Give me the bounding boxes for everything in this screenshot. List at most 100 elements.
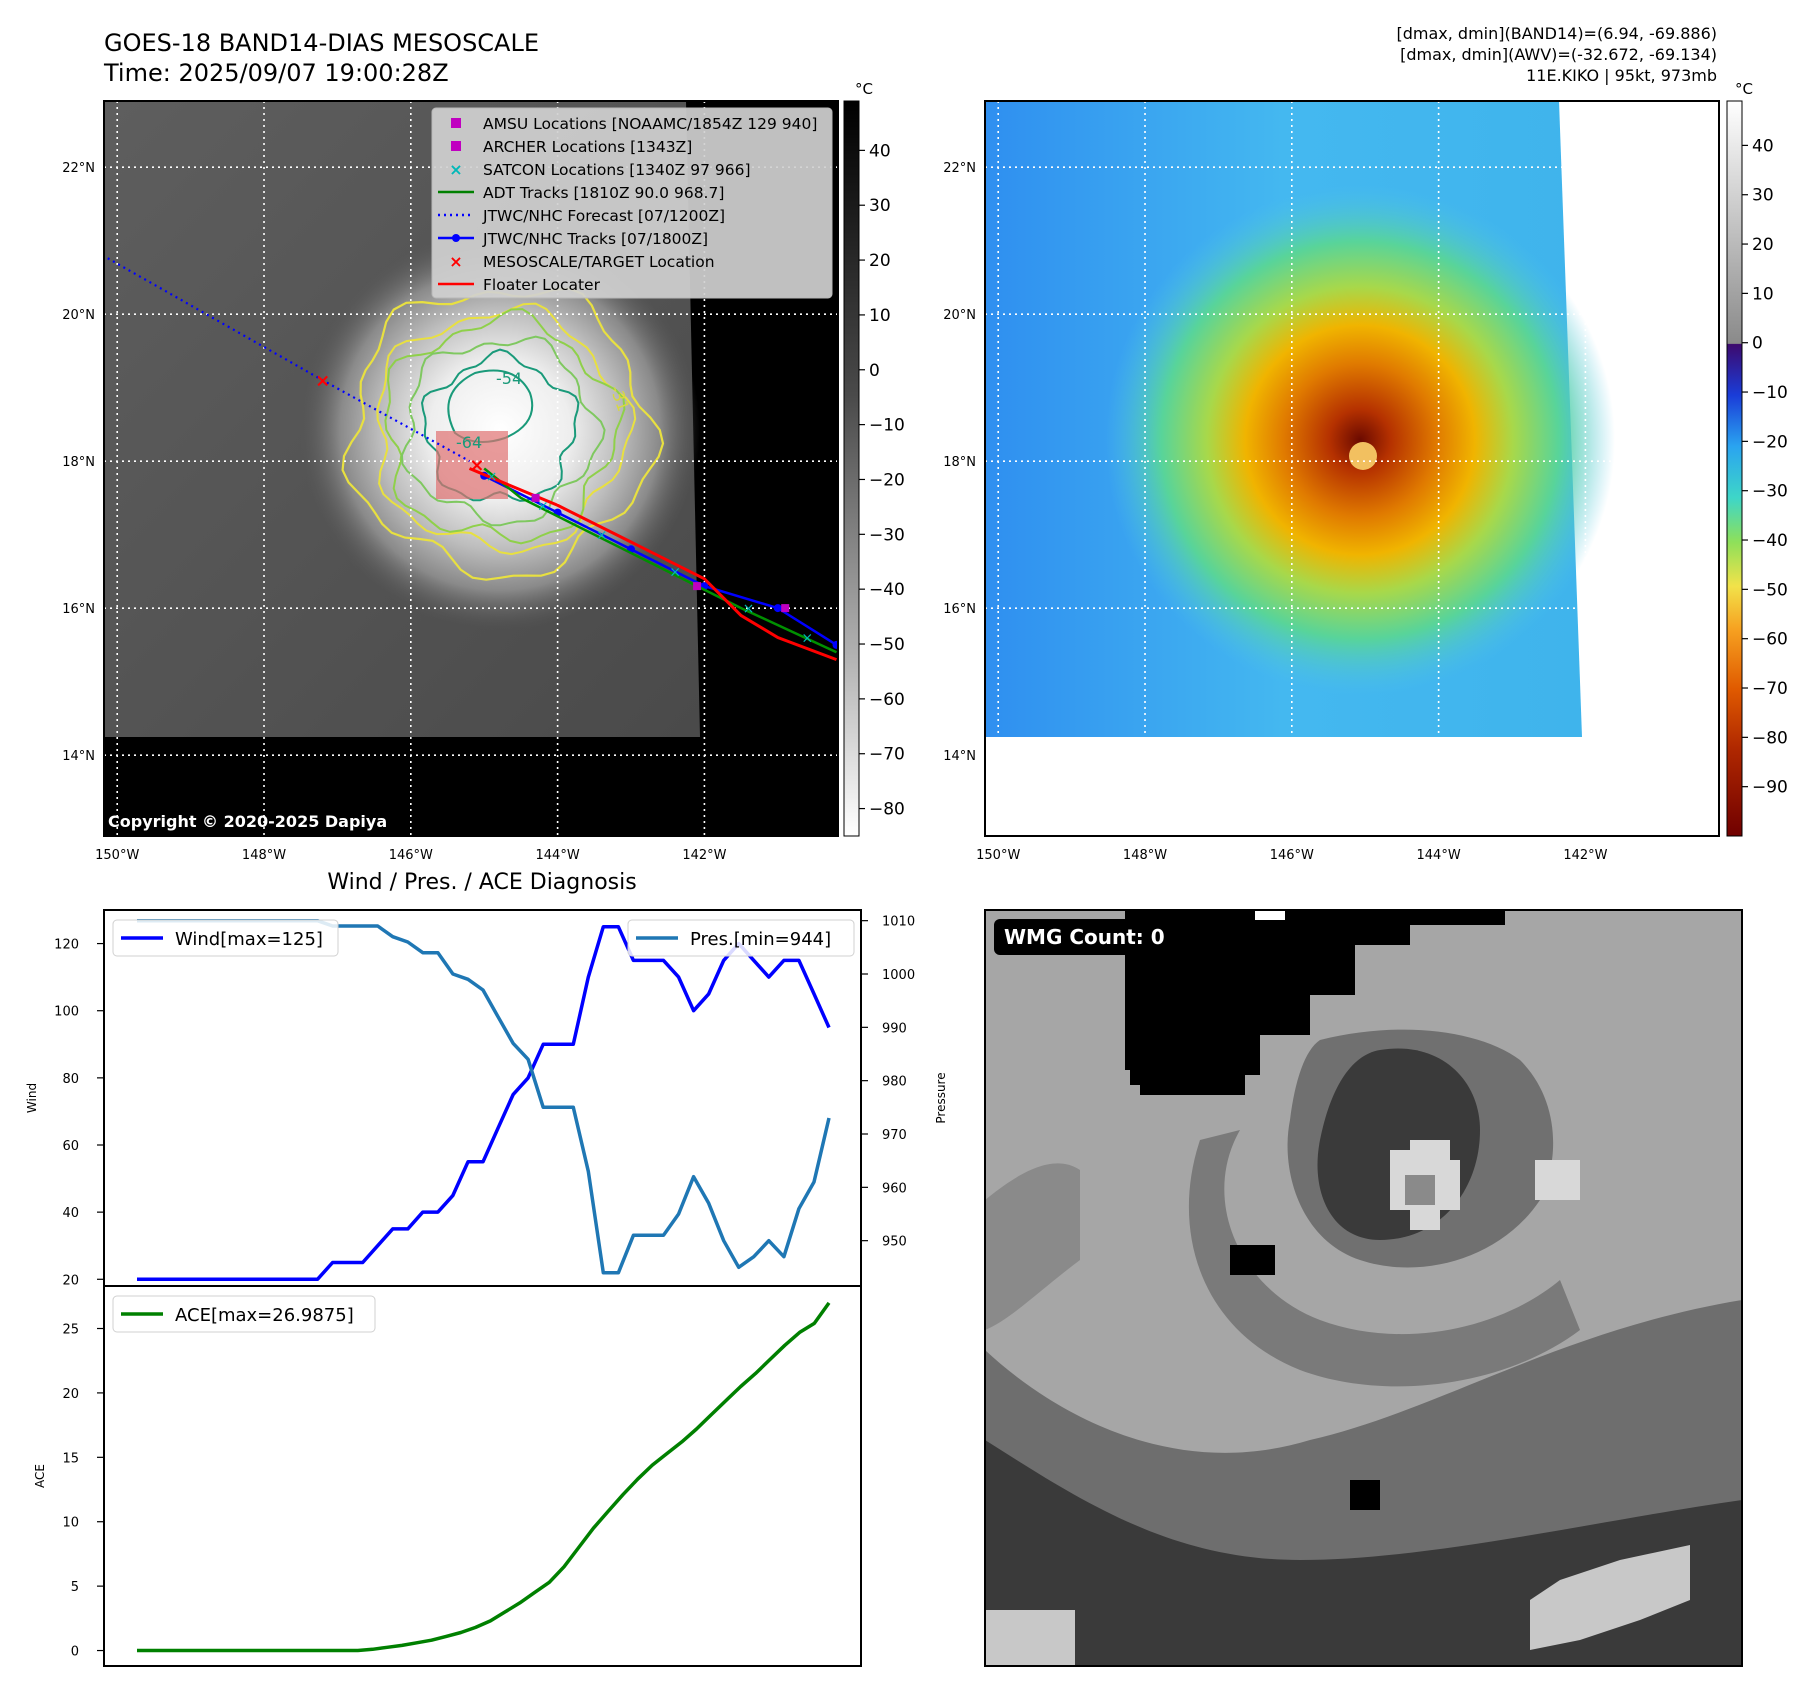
colorbar-tick-label: −50 [1752, 580, 1788, 600]
storm-eye [1349, 442, 1377, 470]
ace-panel: 0 5 10 15 20 25 ACE ACE[max=26.9875] [33, 1285, 862, 1667]
figure-time: Time: 2025/09/07 19:00:28Z [103, 59, 449, 87]
map1-lon-label: 146°W [389, 848, 433, 863]
colorbar-tick-label: −60 [869, 690, 905, 710]
wmg-dark-region [1125, 910, 1505, 1095]
contour-green-2 [400, 335, 606, 527]
pressure-axis-label: Pressure [934, 1072, 948, 1123]
wmg-dark-spot-1 [1230, 1245, 1275, 1275]
copyright-text: Copyright © 2020-2025 Dapiya [108, 812, 387, 831]
y-tick-label: 20 [62, 1273, 79, 1288]
map1-lat-label: 22°N [62, 161, 95, 176]
wind-legend-box [112, 919, 339, 957]
forecast-track-line [104, 254, 471, 463]
wind-legend: Wind[max=125] [112, 919, 339, 957]
legend-item-label: MESOSCALE/TARGET Location [483, 253, 715, 271]
wmg-bright-streak [1530, 1545, 1690, 1650]
contour-label-1: -54 [496, 369, 522, 388]
legend-item-label: ARCHER Locations [1343Z] [483, 138, 692, 156]
map-legend: AMSU Locations [NOAAMC/1854Z 129 940] ARC… [431, 107, 833, 299]
legend-item-label: ADT Tracks [1810Z 90.0 968.7] [483, 184, 724, 202]
legend-marker-x: × [449, 252, 462, 271]
jtwc-track-point [773, 604, 782, 613]
colorbar-tick-label: 40 [869, 141, 891, 161]
map1-lon-label: 142°W [682, 848, 726, 863]
wmg-bright-corner [985, 1610, 1075, 1666]
wmg-bright-spot [1535, 1160, 1580, 1200]
y2-tick-label: 990 [882, 1021, 907, 1036]
colorbar-tick-label: 10 [869, 306, 891, 326]
y2-tick-label: 970 [882, 1128, 907, 1143]
satcon-marker: × [537, 498, 549, 514]
wmg-label-box [994, 919, 1179, 955]
y-tick-label: 100 [54, 1005, 79, 1020]
y2-tick-label: 980 [882, 1075, 907, 1090]
colorbar-tick-label: −50 [869, 635, 905, 655]
color-colorbar-scale [1726, 100, 1743, 837]
ir-colorbar-scale [843, 100, 860, 837]
y-tick-label: 120 [54, 938, 79, 953]
map2-lon-label: 148°W [1123, 848, 1167, 863]
colorbar-tick-label: 10 [1752, 284, 1774, 304]
color-map-gridlines [985, 101, 1719, 836]
map2-lat-label: 14°N [943, 749, 976, 764]
wmg-left-patch [985, 1163, 1080, 1330]
ace-frame [103, 1285, 862, 1667]
colorbar-tick-label: −70 [1752, 679, 1788, 699]
ir-contours [341, 287, 665, 581]
diagnosis-title: Wind / Pres. / ACE Diagnosis [327, 870, 636, 895]
map2-lon-label: 150°W [976, 848, 1020, 863]
map2-lat-label: 18°N [943, 455, 976, 470]
ace-legend-box [112, 1295, 376, 1333]
ir-storm-cloud [300, 230, 700, 630]
legend-box [431, 107, 833, 299]
map2-lon-label: 146°W [1270, 848, 1314, 863]
y2-tick-label: 950 [882, 1235, 907, 1250]
amsu-marker [531, 493, 540, 502]
map1-lon-label: 144°W [536, 848, 580, 863]
y-tick-label: 15 [62, 1451, 79, 1466]
jtwc-track-point [832, 640, 838, 649]
wind-axis-label: Wind [25, 1083, 39, 1113]
color-map-panel [984, 100, 1720, 837]
colorbar-tick-label: −10 [869, 416, 905, 436]
colorbar-tick-label: 40 [1752, 136, 1774, 156]
ir-map-frame [103, 100, 839, 837]
y2-tick-label: 1000 [882, 968, 915, 983]
colorbar-tick-label: −30 [869, 525, 905, 545]
wmg-white-cell [1255, 910, 1285, 920]
legend-item-label: JTWC/NHC Forecast [07/1200Z] [482, 207, 725, 225]
wmg-eye-core [1405, 1175, 1435, 1205]
colorbar-tick-label: −40 [869, 580, 905, 600]
colorbar-tick-label: −40 [1752, 531, 1788, 551]
legend-item-label: AMSU Locations [NOAAMC/1854Z 129 940] [483, 115, 817, 133]
map2-lat-label: 16°N [943, 602, 976, 617]
color-map-frame [984, 100, 1720, 837]
ace-legend-label: ACE[max=26.9875] [175, 1305, 354, 1326]
satcon-marker: × [486, 469, 498, 485]
colorbar-tick-label: −60 [1752, 630, 1788, 650]
y-tick-label: 10 [62, 1516, 79, 1531]
pressure-legend-box [627, 919, 855, 957]
wmg-dark-spot-2 [1350, 1480, 1380, 1510]
colorbar-tick-label: 30 [869, 196, 891, 216]
colorbar-tick-label: −90 [1752, 778, 1788, 798]
y-tick-label: 25 [62, 1323, 79, 1338]
target-marker: × [315, 370, 330, 391]
contour-yellow-2 [376, 302, 637, 556]
series-line [137, 1301, 831, 1653]
wind-pressure-panel: 20 40 60 80 100 120 950 960 970 980 990 1000 1010 W… [25, 909, 948, 1288]
series-line [137, 925, 831, 1282]
ir-colorbar-unit: °C [855, 80, 873, 98]
y-tick-label: 0 [71, 1645, 79, 1660]
colorbar-tick-label: −30 [1752, 482, 1788, 502]
stats-storm: 11E.KIKO | 95kt, 973mb [1526, 66, 1717, 85]
stats-band14: [dmax, dmin](BAND14)=(6.94, -69.886) [1397, 24, 1718, 43]
ace-legend: ACE[max=26.9875] [112, 1295, 376, 1333]
y-tick-label: 40 [62, 1206, 79, 1221]
satcon-marker: × [743, 601, 755, 617]
ace-axis-label: ACE [33, 1464, 47, 1488]
colorbar-tick-label: −10 [1752, 383, 1788, 403]
y-tick-label: 5 [71, 1580, 79, 1595]
